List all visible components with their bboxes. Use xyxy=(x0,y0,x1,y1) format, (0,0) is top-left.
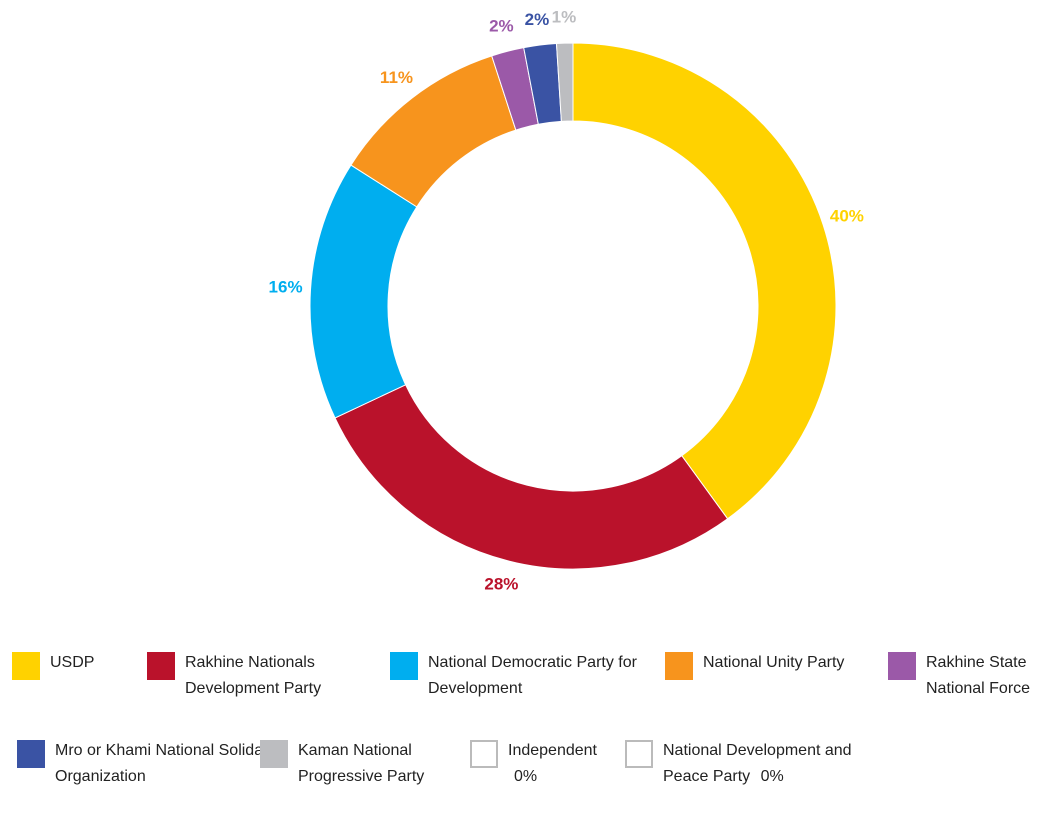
legend-swatch xyxy=(260,740,288,768)
legend-item: Independent 0% xyxy=(470,740,623,790)
legend-label: Mro or Khami National Solidarity Organiz… xyxy=(55,742,285,785)
legend-item: Kaman National Progressive Party xyxy=(260,740,458,790)
legend-label: Rakhine Nationals Development Party xyxy=(185,654,322,697)
data-label: 16% xyxy=(269,277,303,296)
legend-swatch xyxy=(17,740,45,768)
legend-swatch xyxy=(625,740,653,768)
legend-swatch xyxy=(12,652,40,680)
chart: 40%28%16%11%2% 2% 1% xyxy=(269,8,864,594)
legend-label: Independent xyxy=(508,742,597,759)
legend-swatch xyxy=(390,652,418,680)
donut-segment xyxy=(572,42,837,520)
legend-swatch xyxy=(888,652,916,680)
legend-text: National Development and Peace Party 0% xyxy=(663,738,863,790)
legend-item: Rakhine State National Force xyxy=(888,652,1051,702)
legend-text: National Unity Party xyxy=(703,650,903,676)
legend-label: Kaman National Progressive Party xyxy=(298,742,425,785)
data-label: 40% xyxy=(830,206,864,225)
data-label: 1% xyxy=(552,8,577,27)
legend-item: Mro or Khami National Solidarity Organiz… xyxy=(17,740,285,790)
legend-label: Rakhine State National Force xyxy=(926,654,1031,697)
legend-text: Rakhine State National Force xyxy=(926,650,1051,702)
legend-label: National Development and Peace Party xyxy=(663,742,852,785)
data-label: 2% xyxy=(489,17,514,36)
donut-segment xyxy=(555,42,574,122)
legend-label: National Democratic Party for Developmen… xyxy=(428,654,637,697)
legend-swatch xyxy=(470,740,498,768)
legend-text: Kaman National Progressive Party xyxy=(298,738,458,790)
legend-text: Independent 0% xyxy=(508,738,623,790)
legend-item: Rakhine Nationals Development Party xyxy=(147,652,365,702)
legend-label: National Unity Party xyxy=(703,654,845,671)
legend-value-label: 0% xyxy=(760,768,784,785)
legend-item: National Unity Party xyxy=(665,652,903,680)
legend-text: National Democratic Party for Developmen… xyxy=(428,650,638,702)
data-label: 11% xyxy=(380,68,413,87)
legend-label: USDP xyxy=(50,654,95,671)
data-label: 28% xyxy=(484,574,518,593)
donut-segment xyxy=(334,384,729,570)
legend-item: National Development and Peace Party 0% xyxy=(625,740,863,790)
legend-text: Rakhine Nationals Development Party xyxy=(185,650,365,702)
legend-text: USDP xyxy=(50,650,160,676)
legend-swatch xyxy=(665,652,693,680)
legend-text: Mro or Khami National Solidarity Organiz… xyxy=(55,738,285,790)
data-label: 2% xyxy=(525,10,550,29)
donut-segment xyxy=(309,164,418,419)
legend-item: USDP xyxy=(12,652,160,680)
legend-value-label: 0% xyxy=(514,768,538,785)
legend-swatch xyxy=(147,652,175,680)
legend-item: National Democratic Party for Developmen… xyxy=(390,652,638,702)
